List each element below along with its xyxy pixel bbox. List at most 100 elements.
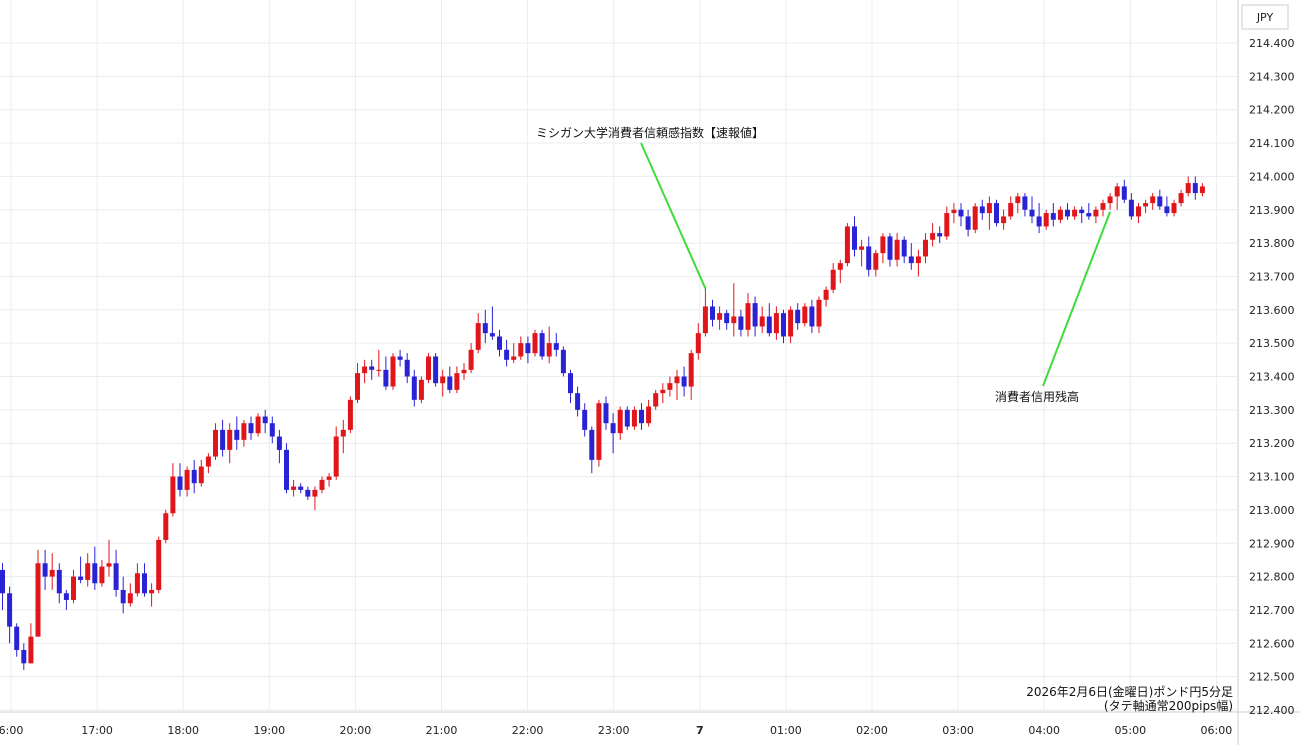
x-tick-label: 01:00	[770, 724, 802, 737]
candle-body	[944, 213, 950, 237]
candle-body	[35, 563, 41, 637]
candle-body	[1199, 186, 1205, 194]
candle-body	[795, 309, 801, 324]
candle-body	[560, 349, 566, 374]
x-tick-label: 21:00	[426, 724, 458, 737]
annotation-michigan-sentiment: ミシガン大学消費者信頼感指数【速報値】	[536, 125, 764, 140]
candle-body	[1093, 209, 1099, 217]
candle-body	[1128, 199, 1134, 217]
candle-body	[773, 313, 779, 334]
y-tick-label: 214.200	[1249, 104, 1295, 117]
y-tick-label: 213.600	[1249, 304, 1295, 317]
candle-body	[262, 416, 268, 424]
candle-body	[546, 343, 552, 357]
candle-body	[639, 409, 644, 424]
candle-body	[319, 479, 325, 490]
candle-body	[1057, 209, 1063, 220]
candle-body	[85, 563, 91, 580]
y-tick-label: 214.100	[1249, 137, 1295, 150]
candle-body	[411, 376, 417, 400]
candle-body	[475, 323, 481, 350]
candle-body	[979, 206, 985, 214]
candle-body	[908, 256, 914, 264]
candle-body	[994, 203, 999, 224]
candle-body	[227, 429, 233, 450]
candle-body	[106, 563, 112, 567]
candle-body	[596, 403, 602, 460]
candle-body	[468, 349, 474, 370]
candle-body	[1107, 196, 1113, 204]
candle-body	[28, 636, 34, 664]
candle-body	[923, 239, 928, 257]
candle-body	[489, 333, 495, 337]
y-tick-label: 213.500	[1249, 337, 1295, 350]
candle-body	[1079, 209, 1085, 214]
candle-body	[397, 356, 403, 360]
candle-body	[191, 469, 197, 484]
candle-body	[1192, 183, 1198, 194]
y-tick-label: 213.100	[1249, 471, 1295, 484]
candle-body	[390, 356, 396, 387]
candle-body	[255, 416, 261, 434]
y-tick-label: 213.400	[1249, 371, 1295, 384]
footnote-subtitle: (タテ軸通常200pips幅)	[1104, 698, 1233, 713]
candle-body	[1136, 206, 1141, 217]
y-tick-label: 213.900	[1249, 204, 1295, 217]
candle-body	[681, 376, 687, 387]
candle-body	[859, 246, 865, 250]
candle-body	[653, 393, 659, 407]
candle-body	[142, 573, 147, 594]
candle-body	[695, 333, 701, 354]
candle-body	[248, 423, 254, 434]
candle-body	[1086, 213, 1092, 217]
y-tick-label: 212.500	[1249, 671, 1295, 684]
candle-body	[149, 589, 155, 594]
candle-body	[355, 373, 360, 400]
x-tick-label: 6:00	[0, 724, 23, 737]
candle-body	[1185, 183, 1191, 194]
x-tick-label: 20:00	[340, 724, 372, 737]
candle-body	[312, 489, 318, 497]
candle-body	[646, 406, 652, 424]
candle-body	[603, 403, 609, 424]
candle-body	[184, 469, 190, 490]
footnote: 2026年2月6日(金曜日)ポンド円5分足 (タテ軸通常200pips幅)	[1026, 684, 1233, 713]
candle-body	[234, 429, 240, 440]
y-tick-label: 212.400	[1249, 704, 1295, 717]
candle-body	[198, 466, 204, 484]
candle-body	[986, 203, 992, 214]
y-tick-label: 213.000	[1249, 504, 1295, 517]
candle-body	[497, 336, 502, 350]
candle-body	[92, 563, 98, 584]
candle-body	[816, 299, 822, 327]
candle-body	[333, 436, 339, 477]
candle-body	[376, 369, 382, 371]
candle-body	[383, 369, 389, 387]
y-tick-label: 213.300	[1249, 404, 1295, 417]
axis-layer: JPY	[1241, 4, 1289, 30]
candle-body	[852, 226, 857, 250]
candle-body	[1143, 203, 1149, 207]
candle-body	[837, 263, 843, 270]
candle-body	[1072, 209, 1078, 217]
candle-body	[617, 409, 623, 434]
candle-body	[49, 569, 55, 577]
candle-body	[660, 389, 666, 394]
candle-body	[958, 209, 964, 217]
candle-body	[880, 236, 886, 254]
candle-body	[170, 476, 176, 514]
candle-body	[788, 309, 794, 337]
candle-body	[759, 316, 765, 327]
candle-body	[120, 589, 126, 604]
candle-body	[404, 359, 410, 377]
candle-body	[14, 626, 20, 650]
candle-body	[575, 393, 581, 410]
candle-body	[369, 366, 375, 370]
candle-body	[1121, 186, 1127, 200]
x-tick-label: 04:00	[1028, 724, 1060, 737]
candle-body	[844, 226, 850, 264]
candle-body	[674, 376, 680, 384]
candle-body	[1150, 196, 1156, 204]
y-tick-label: 212.700	[1249, 604, 1295, 617]
